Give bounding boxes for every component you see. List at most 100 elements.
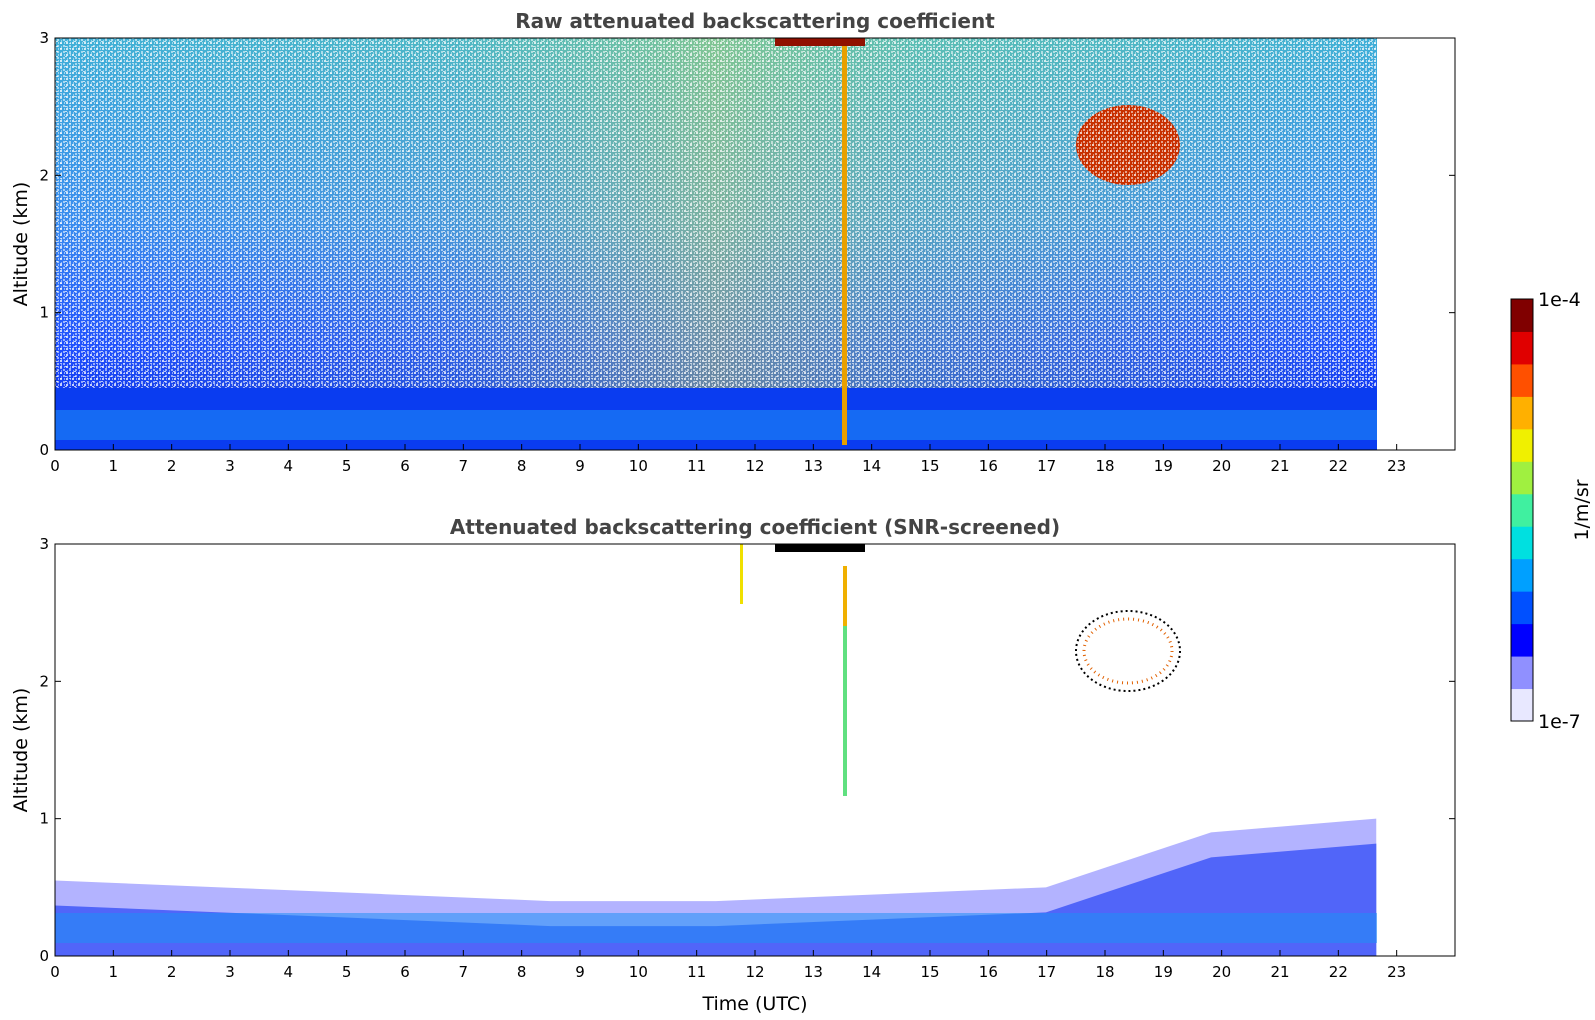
colorbar-band [1511, 656, 1533, 690]
x-tick-label: 8 [517, 963, 527, 981]
x-tick-label: 21 [1270, 457, 1289, 475]
x-tick-label: 22 [1329, 963, 1348, 981]
colorbar-band [1511, 688, 1533, 722]
x-tick-label: 11 [687, 457, 706, 475]
x-tick-label: 13 [804, 457, 823, 475]
colorbar-band [1511, 299, 1533, 332]
x-tick-label: 16 [979, 963, 998, 981]
surface-layer [55, 913, 1377, 943]
x-tick-label: 5 [342, 457, 352, 475]
x-tick-label: 12 [745, 457, 764, 475]
x-tick-label: 4 [284, 457, 294, 475]
x-tick-label: 14 [862, 457, 881, 475]
colorbar-band [1511, 461, 1533, 495]
y-axis: 0 1 2 3 [39, 29, 1455, 459]
x-tick-label: 0 [50, 963, 60, 981]
colorbar-frame [1510, 298, 1534, 722]
x-tick-label: 6 [400, 963, 410, 981]
x-tick-label: 1 [109, 457, 119, 475]
colorbar-band [1511, 526, 1533, 560]
x-axis-label: Time (UTC) [701, 993, 807, 1015]
colorbar-band [1511, 331, 1533, 365]
colorbar: 1e-4 1e-7 1/m/sr [1510, 289, 1593, 733]
y-tick-label: 3 [39, 535, 49, 553]
x-tick-label: 18 [1095, 963, 1114, 981]
x-tick-label: 0 [50, 457, 60, 475]
snr-screened-panel: Attenuated backscattering coefficient (S… [10, 515, 1456, 1015]
small-streak [740, 544, 743, 604]
x-tick-label: 3 [225, 963, 235, 981]
x-tick-label: 2 [167, 963, 177, 981]
y-tick-label: 0 [39, 441, 49, 459]
cloud [1075, 610, 1181, 692]
colorbar-max-label: 1e-4 [1538, 289, 1581, 311]
colorbar-band [1511, 591, 1533, 625]
x-tick-label: 17 [1037, 457, 1056, 475]
heatmap-field [55, 544, 1377, 956]
cloud-top [775, 38, 865, 46]
y-tick-label: 2 [39, 672, 49, 690]
x-tick-label: 9 [575, 457, 585, 475]
x-tick-label: 10 [629, 963, 648, 981]
x-tick-label: 23 [1387, 457, 1406, 475]
x-tick-label: 15 [920, 457, 939, 475]
surface-layer [55, 410, 1377, 440]
cloud-top [775, 544, 865, 552]
x-tick-label: 9 [575, 963, 585, 981]
y-axis: 0 1 2 3 [39, 535, 1455, 965]
y-tick-label: 1 [39, 304, 49, 322]
colorbar-band [1511, 623, 1533, 657]
x-tick-label: 20 [1212, 963, 1231, 981]
x-axis: 0 1 2 3 4 5 6 7 8 9 10 11 12 13 14 15 16 17 18 19 20 21 22 23 [50, 950, 1406, 981]
x-tick-label: 3 [225, 457, 235, 475]
y-tick-label: 0 [39, 947, 49, 965]
x-tick-label: 11 [687, 963, 706, 981]
x-tick-label: 15 [920, 963, 939, 981]
x-axis: 0 1 2 3 4 5 6 7 8 9 10 11 12 13 14 15 16 17 18 19 20 21 22 23 [50, 444, 1406, 475]
x-tick-label: 17 [1037, 963, 1056, 981]
x-tick-label: 19 [1154, 457, 1173, 475]
x-tick-label: 4 [284, 963, 294, 981]
x-tick-label: 12 [745, 963, 764, 981]
x-tick-label: 21 [1270, 963, 1289, 981]
vertical-streak [843, 566, 847, 796]
x-tick-label: 10 [629, 457, 648, 475]
x-tick-label: 16 [979, 457, 998, 475]
x-tick-label: 20 [1212, 457, 1231, 475]
noise-speckle-2 [55, 38, 1377, 450]
colorbar-band [1511, 363, 1533, 397]
x-tick-label: 7 [459, 963, 469, 981]
heatmap-field [55, 38, 1377, 450]
y-tick-label: 2 [39, 166, 49, 184]
colorbar-min-label: 1e-7 [1538, 711, 1581, 733]
x-tick-label: 8 [517, 457, 527, 475]
y-axis-label: Altitude (km) [10, 182, 32, 307]
raw-backscatter-panel: Raw attenuated backscattering coefficien… [10, 9, 1456, 475]
x-tick-label: 7 [459, 457, 469, 475]
x-tick-label: 22 [1329, 457, 1348, 475]
panel-title: Attenuated backscattering coefficient (S… [450, 515, 1060, 539]
colorbar-label: 1/m/sr [1571, 479, 1593, 540]
colorbar-band [1511, 396, 1533, 430]
x-tick-label: 18 [1095, 457, 1114, 475]
x-tick-label: 6 [400, 457, 410, 475]
y-axis-label: Altitude (km) [10, 688, 32, 813]
x-tick-label: 23 [1387, 963, 1406, 981]
x-tick-label: 1 [109, 963, 119, 981]
colorbar-band [1511, 493, 1533, 527]
colorbar-band [1511, 428, 1533, 462]
vertical-streak [842, 40, 847, 445]
x-tick-label: 2 [167, 457, 177, 475]
x-tick-label: 14 [862, 963, 881, 981]
cloud-edge [1082, 617, 1174, 685]
x-tick-label: 5 [342, 963, 352, 981]
y-tick-label: 1 [39, 810, 49, 828]
x-tick-label: 19 [1154, 963, 1173, 981]
panel-title: Raw attenuated backscattering coefficien… [515, 9, 995, 33]
y-tick-label: 3 [39, 29, 49, 47]
cloud-texture [1076, 105, 1180, 185]
colorbar-band [1511, 558, 1533, 592]
vertical-streak-top [843, 566, 847, 626]
x-tick-label: 13 [804, 963, 823, 981]
